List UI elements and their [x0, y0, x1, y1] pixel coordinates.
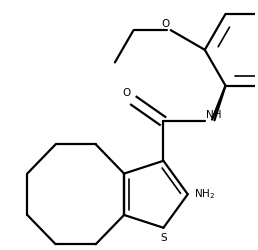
Text: NH: NH — [206, 110, 222, 120]
Text: NH$_2$: NH$_2$ — [194, 187, 215, 201]
Text: S: S — [160, 232, 167, 242]
Text: O: O — [122, 88, 131, 98]
Text: O: O — [161, 19, 170, 29]
